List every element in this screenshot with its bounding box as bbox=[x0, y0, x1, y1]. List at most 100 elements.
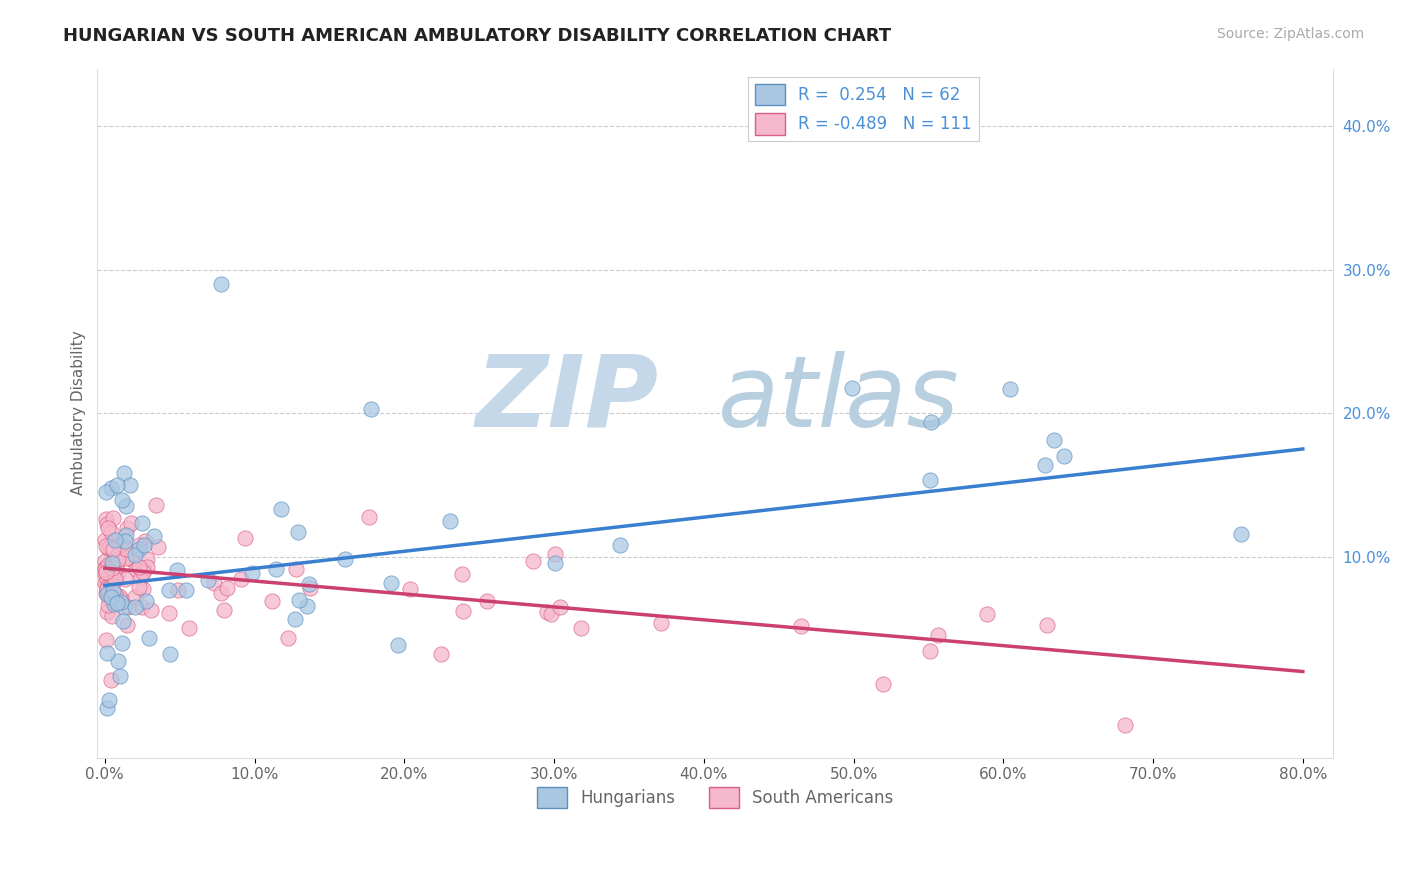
Point bbox=[111, 636, 134, 650]
Point bbox=[96, 485, 118, 500]
Point bbox=[104, 533, 127, 548]
Point bbox=[114, 572, 136, 586]
Point bbox=[477, 594, 499, 608]
Point bbox=[110, 537, 132, 551]
Point bbox=[240, 566, 263, 581]
Point bbox=[103, 583, 125, 598]
Point bbox=[129, 570, 152, 584]
Point bbox=[101, 572, 124, 586]
Point bbox=[387, 638, 409, 652]
Point bbox=[399, 582, 422, 596]
Point bbox=[333, 551, 356, 566]
Point bbox=[159, 583, 181, 598]
Point bbox=[104, 559, 127, 574]
Point bbox=[138, 631, 160, 645]
Point bbox=[100, 481, 122, 495]
Point bbox=[103, 564, 125, 578]
Point bbox=[976, 607, 998, 622]
Point bbox=[124, 599, 146, 614]
Point bbox=[157, 606, 180, 620]
Point bbox=[1035, 618, 1057, 632]
Point bbox=[103, 597, 125, 611]
Point bbox=[429, 647, 451, 661]
Point bbox=[114, 499, 136, 513]
Point bbox=[112, 467, 135, 481]
Point bbox=[128, 560, 150, 574]
Point bbox=[104, 587, 127, 601]
Point bbox=[110, 669, 132, 683]
Point bbox=[104, 572, 127, 586]
Point bbox=[94, 554, 117, 568]
Text: Source: ZipAtlas.com: Source: ZipAtlas.com bbox=[1216, 27, 1364, 41]
Point bbox=[145, 498, 167, 512]
Point bbox=[167, 583, 190, 598]
Point bbox=[100, 609, 122, 624]
Point bbox=[135, 593, 157, 607]
Point bbox=[101, 577, 124, 591]
Point bbox=[179, 621, 201, 635]
Point bbox=[101, 542, 124, 557]
Point bbox=[544, 547, 567, 561]
Point bbox=[159, 647, 181, 661]
Point bbox=[97, 598, 120, 612]
Point bbox=[174, 582, 197, 597]
Point bbox=[96, 539, 118, 553]
Point bbox=[100, 533, 122, 548]
Point bbox=[115, 618, 138, 632]
Point bbox=[94, 632, 117, 647]
Point bbox=[284, 612, 307, 626]
Point bbox=[96, 605, 118, 619]
Point bbox=[1043, 433, 1066, 447]
Point bbox=[96, 582, 118, 596]
Point bbox=[110, 595, 132, 609]
Point bbox=[128, 538, 150, 552]
Point bbox=[97, 693, 120, 707]
Point bbox=[141, 603, 163, 617]
Point bbox=[214, 603, 236, 617]
Point bbox=[357, 509, 380, 524]
Text: atlas: atlas bbox=[718, 351, 959, 448]
Point bbox=[233, 532, 256, 546]
Point bbox=[569, 621, 592, 635]
Point bbox=[295, 599, 318, 613]
Point bbox=[94, 585, 117, 599]
Point bbox=[115, 521, 138, 535]
Point bbox=[872, 677, 894, 691]
Text: HUNGARIAN VS SOUTH AMERICAN AMBULATORY DISABILITY CORRELATION CHART: HUNGARIAN VS SOUTH AMERICAN AMBULATORY D… bbox=[63, 27, 891, 45]
Point bbox=[114, 550, 136, 565]
Point bbox=[96, 587, 118, 601]
Point bbox=[118, 551, 141, 566]
Point bbox=[97, 591, 120, 606]
Legend: Hungarians, South Americans: Hungarians, South Americans bbox=[530, 780, 900, 814]
Point bbox=[100, 590, 122, 604]
Point bbox=[264, 562, 287, 576]
Point bbox=[101, 511, 124, 525]
Point bbox=[94, 560, 117, 574]
Point bbox=[96, 646, 118, 660]
Point bbox=[439, 515, 461, 529]
Point bbox=[111, 492, 134, 507]
Y-axis label: Ambulatory Disability: Ambulatory Disability bbox=[72, 331, 86, 495]
Point bbox=[918, 644, 941, 658]
Point bbox=[288, 592, 311, 607]
Point bbox=[918, 473, 941, 487]
Point bbox=[112, 615, 135, 629]
Point bbox=[209, 586, 232, 600]
Point bbox=[998, 382, 1021, 396]
Point bbox=[451, 566, 474, 581]
Point bbox=[105, 549, 128, 564]
Point bbox=[1114, 718, 1136, 732]
Point bbox=[131, 600, 153, 615]
Point bbox=[287, 524, 309, 539]
Point bbox=[1033, 458, 1056, 473]
Point bbox=[100, 673, 122, 687]
Point bbox=[540, 607, 562, 622]
Point bbox=[98, 590, 121, 604]
Point bbox=[270, 502, 292, 516]
Point bbox=[107, 565, 129, 579]
Point bbox=[135, 559, 157, 574]
Point bbox=[120, 552, 142, 566]
Point bbox=[97, 558, 120, 573]
Point bbox=[101, 561, 124, 575]
Point bbox=[107, 654, 129, 668]
